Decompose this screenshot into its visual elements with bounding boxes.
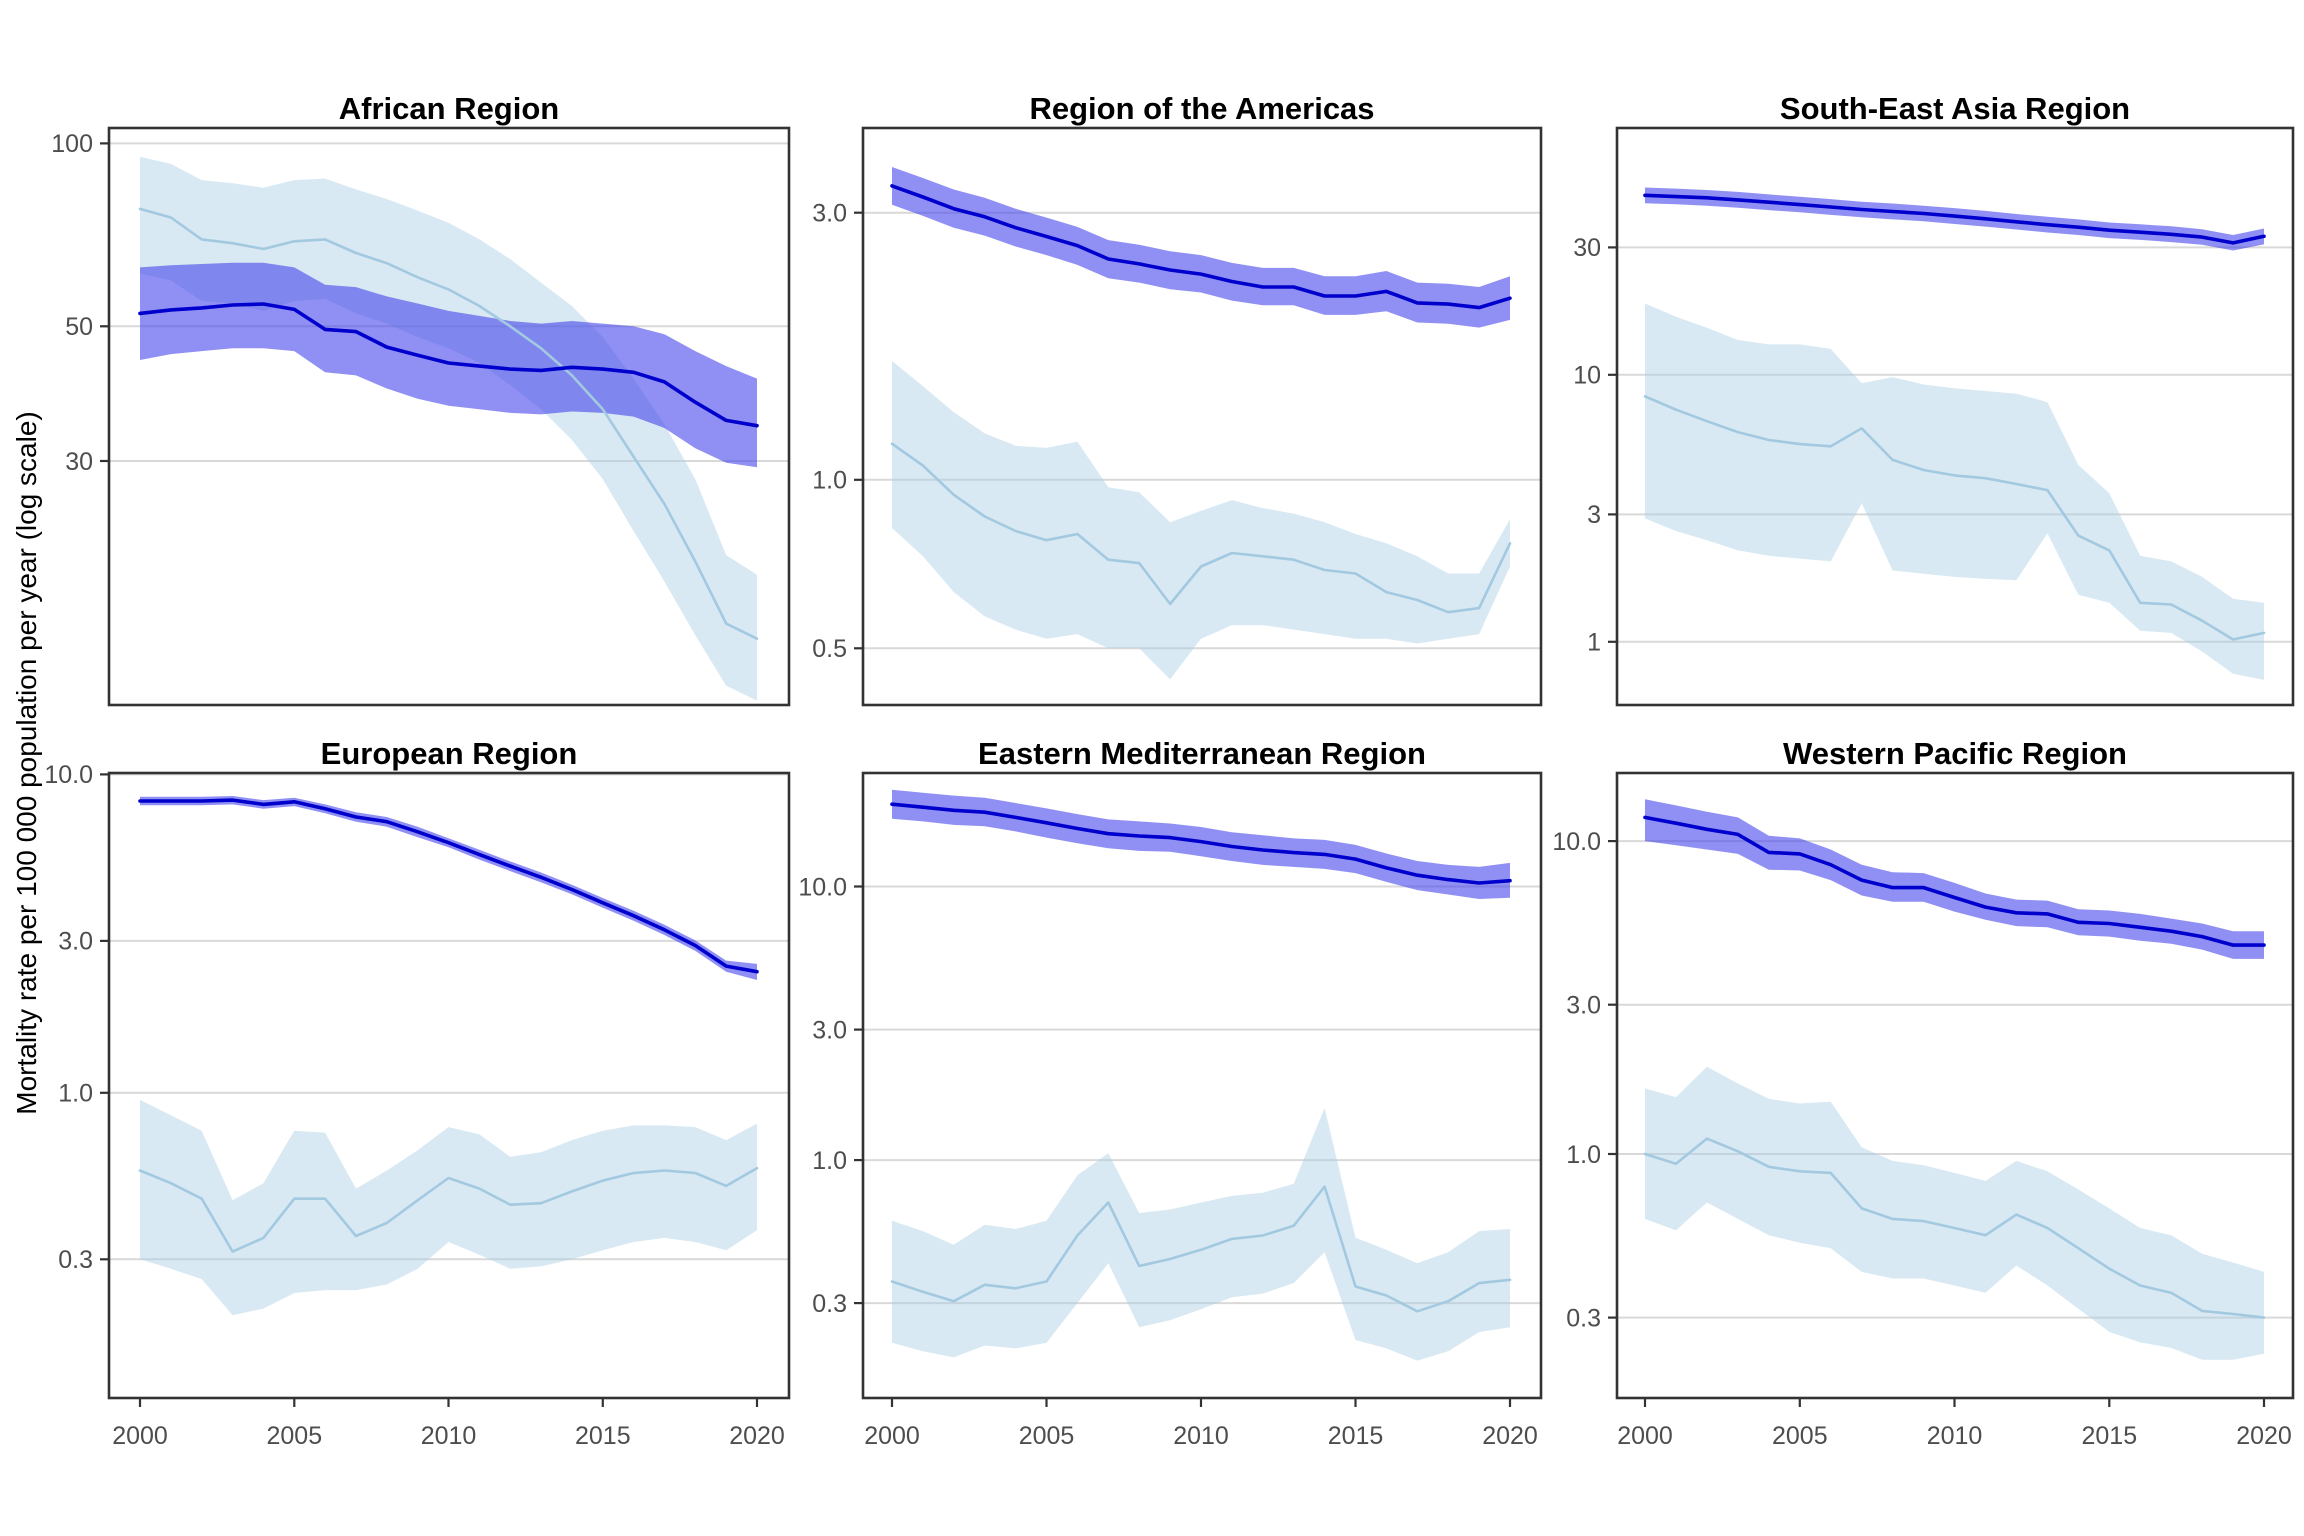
y-tick-label: 10.0: [1552, 828, 1601, 856]
y-tick-label: 3.0: [58, 928, 93, 956]
panel-border: [107, 126, 791, 707]
confidence-band-light: [892, 1108, 1510, 1361]
x-tick-label: 2015: [575, 1422, 631, 1450]
panel-title: European Region: [321, 736, 578, 771]
y-tick-label: 10.0: [798, 873, 847, 901]
y-tick-label: 1.0: [1566, 1141, 1601, 1169]
panel-title: African Region: [339, 91, 559, 126]
x-tick-label: 2015: [1328, 1422, 1384, 1450]
trend-line-dark: [890, 802, 1512, 885]
x-tick-label: 2015: [2081, 1422, 2137, 1450]
confidence-band-dark: [1645, 799, 2264, 959]
x-tick-label: 2010: [1173, 1422, 1229, 1450]
y-tick-label: 0.5: [812, 635, 847, 663]
panel-western-pacific-region: 10.0 3.0 1.0 0.3 2000 2005 2010 2015 2020 Western…: [1552, 736, 2295, 1450]
y-tick-label: 0.3: [1566, 1304, 1601, 1332]
panel-title: Region of the Americas: [1029, 91, 1374, 126]
panel-eastern-mediterranean-region: 10.0 3.0 1.0 0.3 2000 2005 2010 2015 2020 Eastern…: [798, 736, 1543, 1450]
x-tick-label: 2020: [1482, 1422, 1538, 1450]
confidence-band-dark: [892, 167, 1510, 328]
confidence-band-dark: [140, 262, 757, 468]
trend-line-dark: [890, 184, 1512, 310]
confidence-band-light: [1645, 303, 2264, 680]
trend-line-light: [138, 207, 759, 641]
y-tick-label: 100: [51, 130, 93, 158]
trend-line-dark: [138, 302, 759, 428]
y-tick-label: 30: [65, 448, 93, 476]
trend-line-light: [890, 442, 1512, 614]
y-tick-label: 3.0: [812, 1016, 847, 1044]
confidence-band-light: [1645, 1066, 2264, 1360]
panel-border: [861, 126, 1543, 707]
panel-title: Western Pacific Region: [1783, 736, 2127, 771]
x-tick-label: 2020: [729, 1422, 785, 1450]
y-tick-label: 0.3: [58, 1246, 93, 1274]
y-tick-label: 30: [1573, 234, 1601, 262]
x-tick-label: 2010: [421, 1422, 477, 1450]
x-tick-label: 2020: [2236, 1422, 2292, 1450]
y-axis-title: Mortality rate per 100 000 population pe…: [11, 411, 42, 1115]
panel-title: Eastern Mediterranean Region: [978, 736, 1426, 771]
y-tick-label: 1.0: [58, 1080, 93, 1108]
panel-south-east-asia-region: 30 10 3 1 South-East Asia Region: [1573, 91, 2295, 707]
trend-line-dark: [138, 798, 759, 974]
y-tick-label: 1.0: [812, 1147, 847, 1175]
x-tick-label: 2005: [1019, 1422, 1075, 1450]
y-tick-label: 10.0: [44, 761, 93, 789]
y-tick-label: 3.0: [1566, 991, 1601, 1019]
x-tick-label: 2000: [112, 1422, 168, 1450]
x-tick-label: 2010: [1927, 1422, 1983, 1450]
trend-line-dark: [1643, 815, 2266, 947]
x-tick-label: 2000: [1617, 1422, 1673, 1450]
trend-line-light: [1643, 1137, 2266, 1319]
y-tick-label: 10: [1573, 362, 1601, 390]
y-tick-label: 50: [65, 313, 93, 341]
x-tick-label: 2000: [864, 1422, 920, 1450]
y-tick-label: 3: [1587, 501, 1601, 529]
trend-line-light: [138, 1166, 759, 1253]
panel-border: [1615, 126, 2295, 707]
trend-line-light: [890, 1185, 1512, 1313]
confidence-band-light: [140, 1099, 757, 1316]
trend-line-dark: [1643, 193, 2266, 245]
confidence-band-light: [892, 361, 1510, 680]
y-tick-label: 0.3: [812, 1290, 847, 1318]
x-tick-label: 2005: [266, 1422, 322, 1450]
panel-title: South-East Asia Region: [1780, 91, 2130, 126]
panel-border: [1615, 771, 2295, 1400]
y-tick-label: 3.0: [812, 199, 847, 227]
y-tick-label: 1.0: [812, 467, 847, 495]
panel-european-region: 10.0 3.0 1.0 0.3 2000 2005 2010 2015 2020 Europea…: [44, 736, 791, 1450]
panel-african-region: 100 50 30 African Region: [51, 91, 791, 707]
y-tick-label: 1: [1587, 629, 1601, 657]
confidence-band-dark: [892, 789, 1510, 899]
panel-border: [861, 771, 1543, 1400]
x-tick-label: 2005: [1772, 1422, 1828, 1450]
panel-region-of-the-americas: 3.0 1.0 0.5 Region of the Americas: [812, 91, 1543, 707]
trend-line-light: [1643, 395, 2266, 641]
panel-border: [107, 771, 791, 1400]
